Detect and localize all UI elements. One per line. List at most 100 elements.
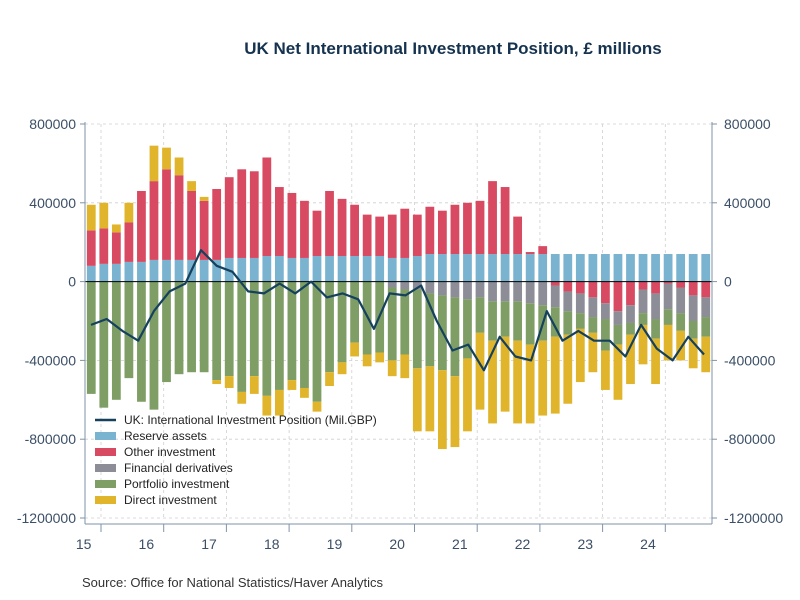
bar-portfolio xyxy=(99,281,109,408)
bar-portfolio xyxy=(676,313,686,331)
bar-reserve xyxy=(525,254,535,282)
bar-portfolio xyxy=(337,281,347,363)
bar-portfolio xyxy=(475,297,485,333)
bar-direct xyxy=(701,336,711,373)
bar-portfolio xyxy=(563,311,573,335)
bar-deriv xyxy=(475,281,485,298)
bar-direct xyxy=(212,380,222,385)
x-tick-label: 21 xyxy=(452,536,468,552)
bar-portfolio xyxy=(262,281,272,396)
bar-direct xyxy=(287,380,297,390)
bar-direct xyxy=(350,342,359,357)
bar-portfolio xyxy=(187,281,196,373)
bar-direct xyxy=(325,372,334,387)
chart-title: UK Net International Investment Position… xyxy=(244,39,662,58)
bar-reserve xyxy=(701,254,711,282)
legend-label-deriv: Financial derivatives xyxy=(124,461,233,475)
bar-reserve xyxy=(688,254,698,282)
legend-label-portfolio: Portfolio investment xyxy=(124,477,230,491)
bar-portfolio xyxy=(588,317,598,333)
bar-reserve xyxy=(111,263,121,282)
bar-direct xyxy=(111,224,121,233)
bar-portfolio xyxy=(86,281,96,394)
bar-direct xyxy=(475,332,485,410)
bar-direct xyxy=(387,360,397,377)
bar-other xyxy=(613,281,623,312)
bar-direct xyxy=(438,370,447,450)
bar-reserve xyxy=(199,259,209,282)
bar-other xyxy=(400,208,410,258)
bar-reserve xyxy=(137,261,146,282)
bar-reserve xyxy=(601,254,610,282)
bar-reserve xyxy=(124,261,134,282)
bar-reserve xyxy=(212,259,222,282)
bar-direct xyxy=(249,376,259,394)
bar-other xyxy=(601,281,610,304)
bar-other xyxy=(224,177,234,258)
bar-portfolio xyxy=(287,281,297,381)
bar-other xyxy=(162,169,171,260)
bar-reserve xyxy=(287,257,297,282)
iip-line xyxy=(90,249,705,372)
bar-other xyxy=(174,175,184,260)
bar-other xyxy=(300,200,309,258)
bar-direct xyxy=(312,401,322,412)
y-tick-label-right: -1200000 xyxy=(724,510,783,526)
bar-portfolio xyxy=(626,322,635,335)
bar-portfolio xyxy=(124,281,134,379)
bar-reserve xyxy=(613,254,623,282)
bar-portfolio xyxy=(199,281,209,373)
bar-direct xyxy=(362,354,372,367)
bar-other xyxy=(563,281,573,292)
bar-portfolio xyxy=(325,281,334,373)
y-tick-label-left: -1200000 xyxy=(17,510,76,526)
bar-reserve xyxy=(575,254,585,282)
bar-reserve xyxy=(400,257,410,282)
bar-reserve xyxy=(588,254,598,282)
y-tick-label-left: 0 xyxy=(68,274,76,290)
bar-direct xyxy=(626,334,635,385)
bar-other xyxy=(438,210,447,255)
bar-portfolio xyxy=(111,281,121,400)
bar-reserve xyxy=(412,255,422,282)
bar-direct xyxy=(613,344,623,400)
bar-deriv xyxy=(663,283,673,310)
bar-deriv xyxy=(563,291,573,312)
bar-reserve xyxy=(375,255,385,282)
bar-other xyxy=(262,157,272,256)
bar-direct xyxy=(224,376,234,388)
bar-portfolio xyxy=(550,307,560,337)
bar-other xyxy=(387,214,397,258)
bar-other xyxy=(287,192,297,258)
legend-swatch-other xyxy=(95,448,116,456)
bar-direct xyxy=(538,340,548,416)
bar-portfolio xyxy=(387,287,397,361)
bar-reserve xyxy=(237,257,247,282)
bar-deriv xyxy=(626,305,635,323)
bar-portfolio xyxy=(212,281,222,381)
series-line xyxy=(90,249,705,372)
bar-reserve xyxy=(300,257,309,282)
bar-portfolio xyxy=(500,301,510,337)
bar-portfolio xyxy=(425,293,435,367)
bar-reserve xyxy=(86,265,96,282)
bar-portfolio xyxy=(525,303,535,345)
bar-reserve xyxy=(500,254,510,282)
bar-direct xyxy=(174,157,184,176)
bar-reserve xyxy=(450,254,460,282)
bar-deriv xyxy=(387,281,397,288)
bar-other xyxy=(450,204,460,255)
bar-other xyxy=(312,210,322,256)
bar-direct xyxy=(124,202,134,223)
source-note: Source: Office for National Statistics/H… xyxy=(82,575,384,590)
bar-direct xyxy=(262,395,272,416)
bar-reserve xyxy=(550,254,560,282)
bar-direct xyxy=(500,336,510,412)
bar-other xyxy=(425,206,435,255)
bar-portfolio xyxy=(312,281,322,402)
bar-other xyxy=(575,281,585,294)
bar-portfolio xyxy=(463,299,472,359)
bar-deriv xyxy=(500,281,510,302)
bar-portfolio xyxy=(651,319,660,339)
bar-reserve xyxy=(312,255,322,282)
